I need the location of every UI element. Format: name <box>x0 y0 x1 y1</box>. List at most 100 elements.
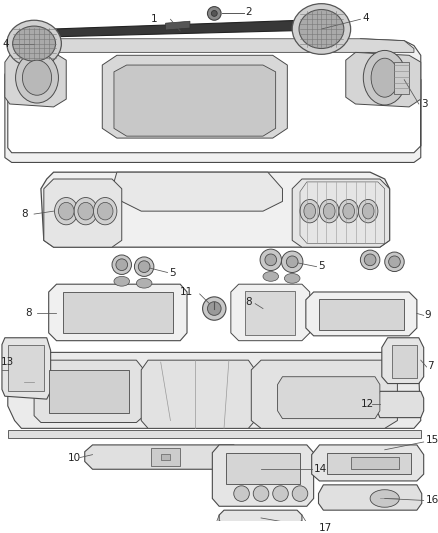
Polygon shape <box>2 338 51 399</box>
Ellipse shape <box>323 204 335 219</box>
Polygon shape <box>8 430 421 438</box>
Polygon shape <box>64 292 173 333</box>
Ellipse shape <box>265 254 277 265</box>
Polygon shape <box>392 344 417 378</box>
Ellipse shape <box>58 203 74 220</box>
Ellipse shape <box>13 26 56 61</box>
Polygon shape <box>166 21 190 30</box>
Polygon shape <box>49 370 129 413</box>
Text: 3: 3 <box>421 99 427 109</box>
Ellipse shape <box>138 261 150 272</box>
Ellipse shape <box>371 58 399 97</box>
Polygon shape <box>251 360 397 429</box>
Polygon shape <box>351 457 399 469</box>
Ellipse shape <box>212 11 217 17</box>
Polygon shape <box>219 510 302 523</box>
Ellipse shape <box>7 20 61 67</box>
Polygon shape <box>312 445 424 481</box>
Ellipse shape <box>114 277 130 286</box>
Text: 2: 2 <box>245 7 252 18</box>
Ellipse shape <box>203 297 226 320</box>
Ellipse shape <box>234 486 249 502</box>
Polygon shape <box>5 39 421 163</box>
Ellipse shape <box>97 203 113 220</box>
Polygon shape <box>212 445 314 506</box>
Ellipse shape <box>208 6 221 20</box>
Polygon shape <box>161 454 170 461</box>
Polygon shape <box>151 448 180 466</box>
Polygon shape <box>12 39 414 52</box>
Ellipse shape <box>263 271 279 281</box>
Text: 4: 4 <box>362 13 369 23</box>
Ellipse shape <box>370 490 399 507</box>
Ellipse shape <box>363 51 406 105</box>
Ellipse shape <box>78 203 93 220</box>
Polygon shape <box>49 284 187 341</box>
Ellipse shape <box>55 198 78 225</box>
Text: 9: 9 <box>425 310 431 320</box>
Ellipse shape <box>284 273 300 283</box>
Ellipse shape <box>273 486 288 502</box>
Text: 14: 14 <box>314 464 327 474</box>
Text: 11: 11 <box>180 287 193 297</box>
Ellipse shape <box>116 259 127 271</box>
Ellipse shape <box>389 256 400 268</box>
Polygon shape <box>112 172 283 211</box>
Polygon shape <box>306 292 417 336</box>
Ellipse shape <box>93 198 117 225</box>
Polygon shape <box>8 352 421 429</box>
Ellipse shape <box>112 255 131 274</box>
Polygon shape <box>34 360 144 423</box>
Text: 7: 7 <box>427 361 434 371</box>
Text: 12: 12 <box>360 399 374 409</box>
Ellipse shape <box>364 254 376 265</box>
Text: 4: 4 <box>2 38 9 49</box>
Ellipse shape <box>136 278 152 288</box>
Ellipse shape <box>362 204 374 219</box>
Polygon shape <box>395 62 409 94</box>
Ellipse shape <box>286 256 298 268</box>
Polygon shape <box>5 52 66 107</box>
Text: 10: 10 <box>68 453 81 463</box>
Polygon shape <box>8 344 44 391</box>
Ellipse shape <box>22 60 52 95</box>
Ellipse shape <box>134 257 154 277</box>
Polygon shape <box>219 523 307 533</box>
Polygon shape <box>346 52 421 107</box>
Polygon shape <box>377 391 424 418</box>
Ellipse shape <box>74 198 97 225</box>
Text: 17: 17 <box>318 523 332 532</box>
Polygon shape <box>114 65 276 136</box>
Text: 15: 15 <box>426 435 438 445</box>
Text: 1: 1 <box>151 14 158 25</box>
Polygon shape <box>319 299 404 330</box>
Text: 13: 13 <box>1 357 14 367</box>
Ellipse shape <box>385 252 404 271</box>
Text: 8: 8 <box>25 309 32 318</box>
Text: 5: 5 <box>170 268 176 278</box>
Polygon shape <box>231 284 310 341</box>
Polygon shape <box>278 377 380 418</box>
Polygon shape <box>292 179 390 247</box>
Polygon shape <box>44 20 321 37</box>
Text: 8: 8 <box>21 209 28 219</box>
Polygon shape <box>141 360 255 429</box>
Text: 16: 16 <box>426 496 438 505</box>
Ellipse shape <box>253 486 269 502</box>
Ellipse shape <box>360 250 380 270</box>
Polygon shape <box>245 291 295 335</box>
Ellipse shape <box>339 199 358 223</box>
Ellipse shape <box>292 486 308 502</box>
Polygon shape <box>318 485 422 510</box>
Ellipse shape <box>343 204 354 219</box>
Ellipse shape <box>299 10 344 49</box>
Ellipse shape <box>260 249 282 271</box>
Polygon shape <box>85 445 241 469</box>
Polygon shape <box>226 453 300 484</box>
Polygon shape <box>41 172 390 247</box>
Polygon shape <box>102 55 287 138</box>
Polygon shape <box>44 179 122 247</box>
Ellipse shape <box>300 199 319 223</box>
Ellipse shape <box>16 52 58 103</box>
Ellipse shape <box>282 251 303 272</box>
